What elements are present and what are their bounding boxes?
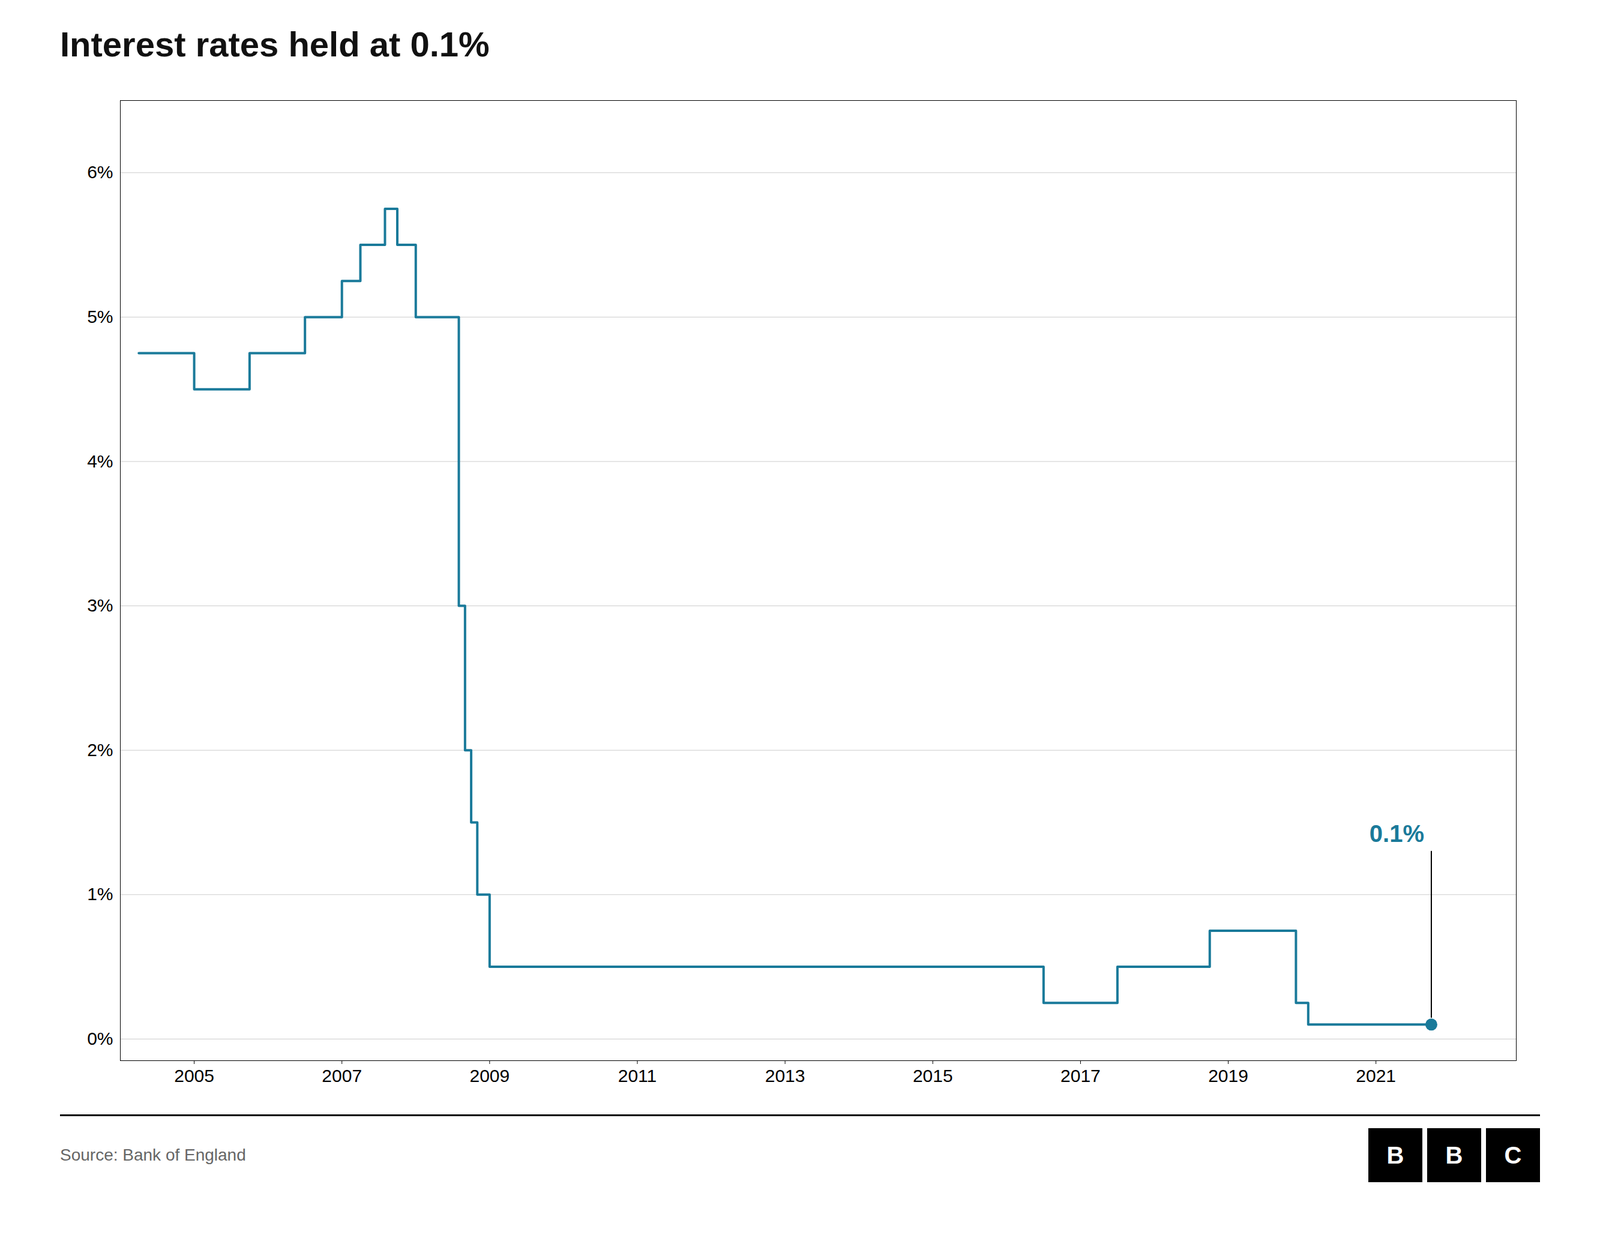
svg-text:2007: 2007: [321, 1065, 362, 1086]
svg-text:6%: 6%: [87, 162, 113, 182]
svg-text:0%: 0%: [87, 1028, 113, 1049]
svg-text:2019: 2019: [1208, 1065, 1249, 1086]
svg-text:2011: 2011: [618, 1065, 658, 1086]
svg-text:3%: 3%: [87, 595, 113, 616]
svg-text:1%: 1%: [87, 884, 113, 904]
svg-text:2017: 2017: [1060, 1065, 1101, 1086]
svg-text:2021: 2021: [1355, 1065, 1396, 1086]
svg-text:2015: 2015: [912, 1065, 954, 1086]
svg-text:2013: 2013: [765, 1065, 806, 1086]
svg-text:4%: 4%: [87, 451, 113, 472]
html-text:Source: Bank of England: Source: Bank of England: [60, 1145, 246, 1165]
svg-text:2009: 2009: [469, 1065, 510, 1086]
svg-text:2%: 2%: [87, 739, 113, 760]
svg-text:0.1%: 0.1%: [1369, 820, 1425, 847]
html-text:Interest rates held at 0.1%: Interest rates held at 0.1%: [60, 24, 490, 64]
html-text:C: C: [1504, 1141, 1522, 1169]
html-text:B: B: [1445, 1141, 1463, 1169]
html-text:B: B: [1386, 1141, 1404, 1169]
svg-text:5%: 5%: [87, 306, 113, 327]
svg-text:2005: 2005: [174, 1065, 215, 1086]
